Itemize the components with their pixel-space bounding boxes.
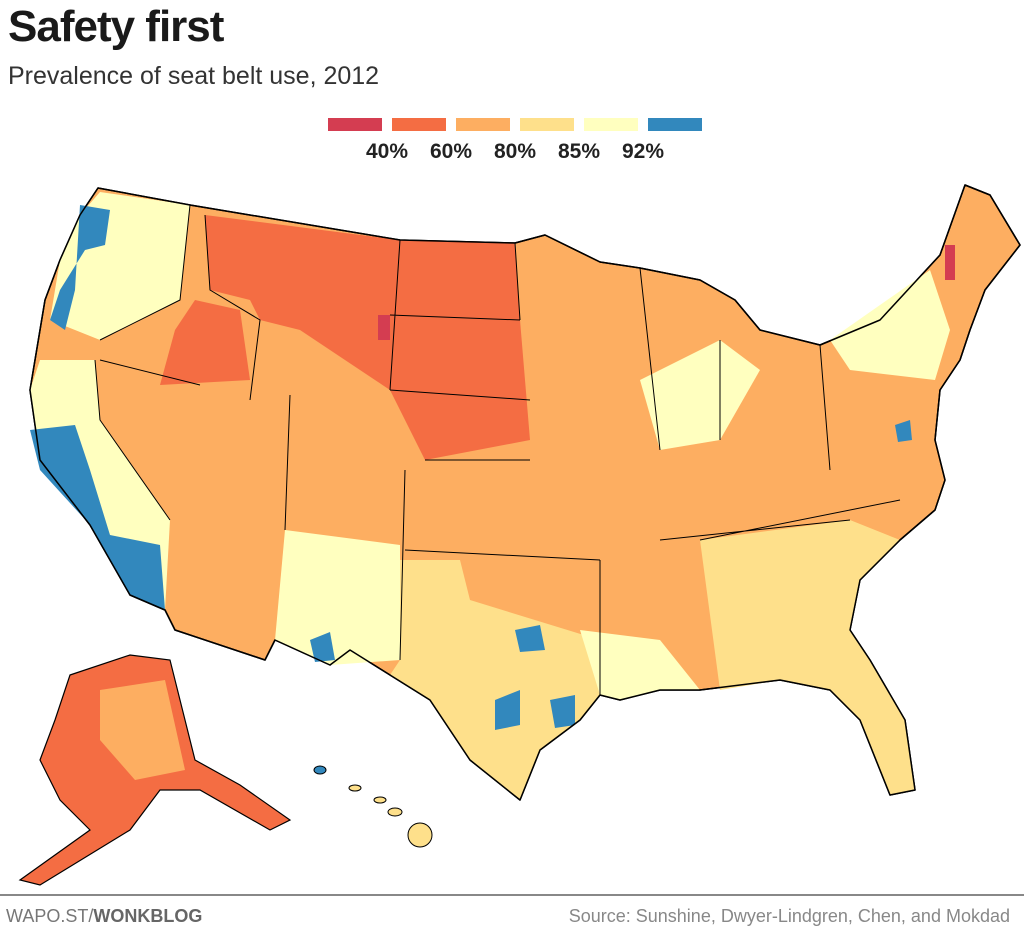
page-subtitle: Prevalence of seat belt use, 2012 xyxy=(8,62,380,90)
region-southeast xyxy=(700,520,915,795)
legend-label: 85% xyxy=(557,140,601,163)
region-northeast-red xyxy=(945,245,955,280)
legend-swatch xyxy=(584,118,638,131)
credit-brand: WONKBLOG xyxy=(93,906,203,926)
footer-divider xyxy=(0,894,1024,896)
legend-swatch xyxy=(328,118,382,131)
region-tx-blue-1 xyxy=(515,625,545,652)
region-southwest-light xyxy=(275,530,400,665)
region-nm-blue xyxy=(310,632,335,662)
legend-swatch xyxy=(392,118,446,131)
legend-label: 40% xyxy=(365,140,409,163)
us-map xyxy=(18,184,1021,886)
contiguous-us-outline xyxy=(29,184,1021,801)
region-idaho xyxy=(160,300,250,385)
region-md-blue xyxy=(895,420,912,442)
region-tx-blue-3 xyxy=(495,690,520,730)
hawaii xyxy=(348,784,433,848)
region-tx-blue-2 xyxy=(550,695,575,728)
region-northeast-light xyxy=(830,270,950,380)
legend-label: 92% xyxy=(621,140,665,163)
credit-prefix: WAPO.ST/ xyxy=(6,906,94,926)
footer-credit[interactable]: WAPO.ST/WONKBLOG xyxy=(6,906,202,927)
region-texas-light xyxy=(390,560,600,800)
region-south-light xyxy=(580,630,700,700)
alaska-interior xyxy=(100,680,185,780)
legend-swatch xyxy=(648,118,702,131)
hawaii-oahu xyxy=(313,765,327,775)
source-note: Source: Sunshine, Dwyer-Lindgren, Chen, … xyxy=(568,906,1010,926)
legend-label: 80% xyxy=(493,140,537,163)
legend-swatch xyxy=(520,118,574,131)
region-midwest-light xyxy=(640,340,760,450)
region-northern-plains xyxy=(205,215,530,460)
region-west-blue xyxy=(50,205,110,330)
page-title: Safety first xyxy=(8,2,224,51)
region-sd-red xyxy=(378,315,390,340)
state-borders xyxy=(94,204,901,695)
region-ca-blue xyxy=(30,425,165,610)
legend-swatch xyxy=(456,118,510,131)
legend-label: 60% xyxy=(429,140,473,163)
